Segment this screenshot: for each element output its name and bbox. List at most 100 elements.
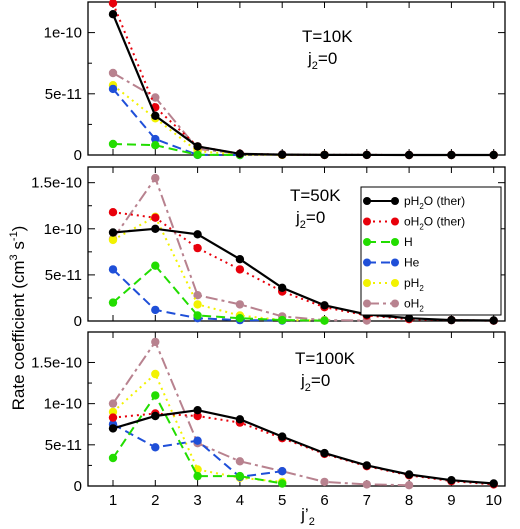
data-point [108,265,118,274]
data-point [489,479,498,488]
panel-1: 0 5e-11 1e-10 T=10K j2=0 [44,0,506,164]
panel-temperature-label: T=10K [302,27,353,46]
series-line-5 [112,372,283,483]
legend-marker [363,238,371,246]
data-point [108,139,118,149]
data-point [193,436,202,445]
panel-temperature-label: T=50K [290,186,341,205]
data-point [447,315,456,325]
y-tick-label: 5e-11 [45,86,82,103]
legend-entry-label: oH2 [404,297,424,314]
legend-marker [391,279,399,287]
data-point [489,150,498,160]
data-point [404,470,414,479]
legend-marker [363,258,371,267]
y-axis-label-sup-2: -1 [8,231,20,241]
legend-marker [391,258,399,267]
data-point [193,471,202,481]
data-point [151,391,160,400]
data-point [151,134,160,144]
series-line-6 [112,339,410,487]
panel-j2-label: j2=0 [307,49,337,72]
series-line-3 [112,393,283,485]
x-tick-label: 5 [278,492,286,509]
data-point [362,461,371,470]
data-point [235,415,245,424]
data-point [108,84,118,94]
data-point [320,477,329,487]
data-point [320,150,329,160]
series-line-6 [112,72,325,156]
series-line-1 [112,409,494,485]
data-point [193,406,202,415]
y-tick-label: 0 [74,313,82,330]
y-tick-label: 1.5e-10 [31,354,82,371]
legend-marker [363,299,371,308]
series-line-3 [112,143,240,156]
data-point [193,150,202,159]
data-point [320,301,329,310]
x-tick-label: 3 [193,492,201,509]
y-tick-label: 1e-10 [44,25,82,42]
data-point [193,142,202,151]
data-point [151,411,160,421]
data-point [151,173,160,183]
y-tick-label: 5e-11 [45,267,82,284]
y-axis-label-sup-1: 3 [8,254,20,260]
data-point [108,68,118,78]
data-point [193,230,202,239]
data-point [108,228,118,237]
data-point [447,476,456,485]
legend: pH2O (ther) oH2O (ther) H He pH2 oH2 [360,186,502,316]
data-point [151,224,160,233]
data-point [151,337,160,347]
legend-marker [391,217,399,226]
data-point [193,243,202,253]
y-tick-label: 1.5e-10 [31,175,82,192]
data-point [404,481,414,490]
data-point [193,311,202,320]
data-point [235,300,245,309]
x-tick-label: 1 [109,492,117,509]
data-point [151,261,160,270]
x-tick-label: 6 [320,492,328,509]
panel-j2-label: j2=0 [295,208,325,231]
legend-entry-label: H [404,235,413,249]
data-point [193,300,202,309]
data-point [108,453,118,463]
data-point [108,10,118,19]
panel-j2-label: j2=0 [300,371,330,394]
plot-frame [87,331,506,487]
data-point [151,93,160,102]
data-point [151,305,160,315]
y-tick-label: 5e-11 [45,437,82,454]
data-point [447,150,456,160]
series-line-1 [112,227,494,322]
data-point [151,141,160,150]
x-axis-label: j’2 [300,505,315,528]
data-point [278,315,287,325]
series-line-3 [112,264,325,322]
legend-marker [363,279,371,287]
legend-entry-label: pH2 [404,276,424,293]
panel-temperature-label: T=100K [295,349,356,368]
data-point [235,255,245,264]
data-point [320,316,329,325]
panel-2: 0 5e-11 1e-10 1.5e-10 T=50K j2=0 [31,166,506,330]
legend-marker [391,197,399,205]
data-point [108,424,118,433]
y-tick-label: 0 [74,478,82,495]
data-point [404,314,414,323]
data-point [235,265,245,274]
legend-marker [391,238,399,246]
data-point [108,235,118,245]
data-point [108,399,118,408]
y-axis-label: Rate coefficient (cm3 s-1) [8,226,28,411]
data-point [404,150,414,160]
series-line-5 [112,215,325,322]
data-point [151,443,160,452]
data-point [108,298,118,307]
data-point [108,208,118,217]
data-point [235,471,245,481]
